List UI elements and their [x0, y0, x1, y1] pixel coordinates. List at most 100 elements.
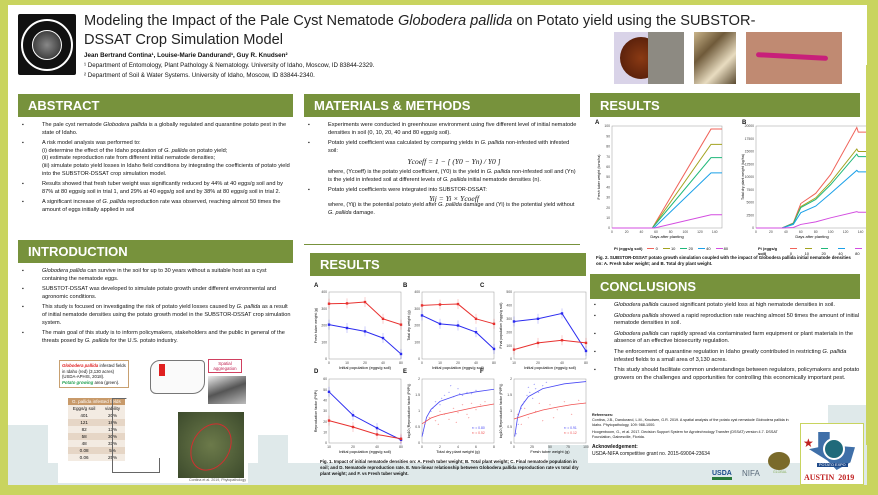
text-segment: The enforcement of quarantine regulation…	[614, 348, 823, 355]
legend-item: 40	[838, 246, 850, 256]
series-line	[612, 214, 722, 229]
y-tick-label: 20000	[745, 124, 755, 128]
table-header: Eggs/g soil	[72, 406, 96, 411]
x-tick-label: 0	[611, 230, 613, 234]
table-cell: 401	[80, 413, 88, 418]
intro-bullet: Globodera pallida can survive in the soi…	[18, 268, 293, 283]
panel-label: C	[480, 283, 485, 289]
y-tick-label: 5000	[746, 201, 754, 205]
y-tick-label: 50	[323, 388, 327, 392]
text-segment: non-infested with infested soil:	[328, 140, 570, 154]
scatter-point: +	[528, 415, 530, 419]
abstract-body: The pale cyst nematode Globodera pallida…	[18, 122, 293, 218]
x-tick-label: 2	[439, 445, 441, 449]
fig1-caption: Fig. 1. Impact of initial nematode densi…	[320, 459, 579, 476]
fig2-legend: Pi (eggs/g soil) 0 10 20 40 80	[614, 246, 728, 251]
data-point	[399, 352, 403, 356]
y-tick-label: 80	[606, 145, 610, 149]
scatter-point: +	[578, 398, 580, 402]
divider	[866, 65, 867, 445]
text-segment: A significant increase of	[42, 199, 103, 206]
y-tick-label: 90	[606, 134, 610, 138]
data-point	[512, 348, 516, 351]
scatter-point: +	[468, 415, 470, 419]
data-point	[327, 323, 331, 326]
methods-bullet: Experiments were conducted in greenhouse…	[304, 122, 580, 137]
species-name: G. pallida	[480, 140, 505, 147]
scatter-point: +	[448, 390, 450, 394]
series-line	[612, 172, 722, 229]
plot-area	[513, 291, 587, 360]
fig1-panel-a-chart: 0 100 200 300 400 0 10 20 40 80 Initial population…	[314, 290, 403, 370]
affiliation-2: ² Department of Soil & Water Systems. Un…	[84, 72, 315, 79]
x-tick-label: 80	[669, 230, 673, 234]
equation-explanation: where, (Ycoeff) is the potato yield coef…	[328, 169, 576, 183]
scatter-point: +	[564, 399, 566, 403]
data-point	[456, 302, 460, 306]
bullet-subitem: (iii) simulate potato yield losses in Id…	[42, 162, 290, 177]
fig1-panel-c-chart: 0 100 200 300 400 500 10 20 40 80 Initial populati…	[499, 290, 588, 370]
scatter-point: +	[471, 391, 473, 395]
text-segment: Potato yield coefficient was calculated …	[328, 140, 481, 147]
yield-coefficient-equation: Ycoeff = 1 − [ (Y0 − Yn) / Y0 ]	[407, 157, 501, 167]
data-point	[399, 323, 403, 326]
intro-bullet: This study is focused on investigating t…	[18, 304, 293, 327]
potential-yield-equation: Yij = Yi × Ycoeff	[429, 193, 479, 203]
y-tick-label: 0	[608, 226, 610, 230]
bullet-text: Potato yield coefficients were integrate…	[328, 187, 487, 194]
data-point	[381, 317, 385, 320]
fig2-panel-b-chart: 0 2500 5000 7500 10000 12500 15000 17500 20000 0 2…	[741, 124, 867, 239]
scatter-point: +	[517, 422, 519, 426]
data-point	[327, 302, 331, 305]
legend-item: 10	[662, 246, 675, 251]
scatter-point: +	[462, 403, 464, 407]
fit-curve	[513, 402, 587, 420]
conclusion-bullet: Globodera pallida caused significant pot…	[590, 302, 862, 310]
fig1-panel-f-chart: 0 0.5 1 1.5 2 0 25 50 75 100 Fresh tuber weight (g…	[499, 377, 589, 454]
x-tick-label: 80	[492, 361, 496, 365]
r-squared-label: r² = 0.91	[564, 426, 577, 430]
potato-expo-logo: ★ POTATO EXPO AUSTIN 2019	[800, 423, 864, 485]
y-axis-label: log10 (Reproduction factor (Pf/Pi))	[407, 384, 411, 439]
legend-text: area (green).	[93, 379, 120, 385]
x-tick-label: 20	[536, 361, 540, 365]
series-line	[756, 169, 867, 229]
conclusion-bullet: Globodera pallida showed a rapid reprodu…	[590, 313, 862, 328]
scatter-point: +	[455, 420, 457, 424]
abstract-bullet: The pale cyst nematode Globodera pallida…	[18, 122, 293, 137]
methods-body: Experiments were conducted in greenhouse…	[304, 122, 580, 221]
text-segment: (i) determine the effect of the Idaho po…	[42, 147, 165, 154]
data-point	[474, 317, 478, 320]
series-line	[328, 391, 402, 441]
plot-area	[611, 125, 723, 229]
acknowledgement-text: USDA-NIFA competitive grant no. 2015-690…	[592, 450, 710, 457]
y-tick-label: 0.5	[507, 425, 512, 429]
spatial-aggregation-label: Spatial aggregation	[208, 359, 242, 373]
text-segment: infested fields to a small area of 3,130…	[614, 356, 727, 363]
legend-text: infested fields in Idaho (red) (3,130 ac…	[62, 363, 126, 379]
data-point	[351, 425, 355, 429]
data-point	[560, 339, 564, 342]
data-point	[492, 322, 496, 326]
x-tick-label: 120	[697, 230, 703, 234]
poster: Modeling the Impact of the Pale Cyst Nem…	[8, 5, 867, 485]
data-point	[327, 419, 331, 422]
scatter-point: +	[437, 422, 439, 426]
y-tick-label: 30	[323, 409, 327, 413]
species-name: G. pallida	[438, 202, 462, 209]
fig1-panel-e-chart: 0 0.5 1 1.5 2 0 2 4 6 8 Total dry plant weight (g)…	[407, 377, 495, 454]
introduction-body: Globodera pallida can survive in the soi…	[18, 268, 293, 348]
data-point	[536, 317, 540, 320]
x-tick-label: 120	[843, 230, 849, 234]
university-seal-logo	[18, 14, 76, 75]
panel-label: B	[742, 120, 747, 126]
y-tick-label: 1.5	[415, 393, 420, 397]
scatter-point: +	[538, 390, 540, 394]
x-axis-label: Initial population (eggs/g soil)	[339, 449, 391, 454]
skyline-building	[548, 445, 588, 485]
scatter-point: +	[475, 407, 477, 411]
y-tick-label: 60	[323, 377, 327, 381]
methods-header: MATERIALS & METHODS	[304, 94, 580, 117]
species-name: G. pallida	[822, 348, 847, 355]
